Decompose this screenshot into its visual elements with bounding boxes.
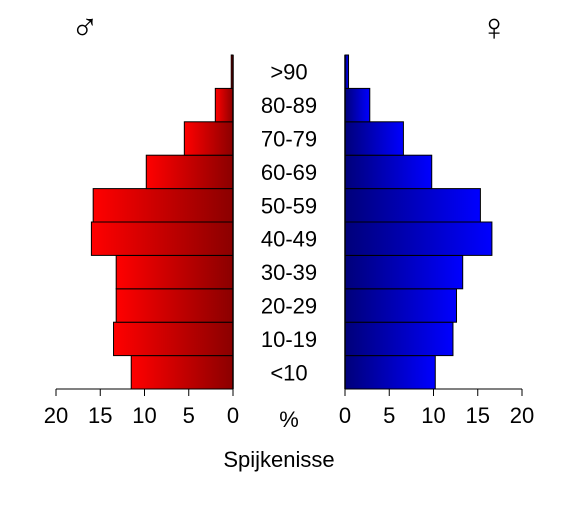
female-bar [344,221,493,256]
age-group-label: 60-69 [261,160,317,185]
age-group-label: 80-89 [261,93,317,118]
female-bar [344,154,433,190]
male-bar [130,355,234,390]
female-tick-label: 5 [383,403,395,428]
female-bar [344,87,371,123]
age-group-labels: <10 10-19 20-29 30-39 40-49 50-59 60-69 70-79 80… [261,60,317,386]
male-tick-label: 5 [183,403,195,428]
female-bar [344,121,404,156]
female-tick-label: 0 [339,403,351,428]
female-bar [344,288,458,323]
male-bar [115,254,234,290]
age-group-label: 70-79 [261,127,317,152]
male-bar [92,188,234,223]
female-bar [344,355,436,390]
male-bar [113,321,234,357]
male-tick-label: 15 [88,403,112,428]
male-symbol-icon: ♂ [71,7,100,49]
female-tick-label: 20 [510,403,534,428]
age-group-label: <10 [270,360,307,385]
age-group-label: 30-39 [261,260,317,285]
age-group-label: >90 [270,60,307,85]
male-x-axis: 20 15 10 5 0 [44,388,239,428]
age-group-label: 20-29 [261,294,317,319]
male-tick-label: 10 [132,403,156,428]
male-bar [214,87,234,123]
male-bars [90,54,234,390]
female-bars [344,54,493,390]
male-bar [145,154,234,190]
female-bar [344,254,464,290]
age-group-label: 50-59 [261,193,317,218]
age-group-label: 10-19 [261,327,317,352]
female-tick-label: 10 [421,403,445,428]
age-group-label: 40-49 [261,227,317,252]
male-tick-label: 20 [44,403,68,428]
percent-axis-label: % [279,407,299,432]
male-tick-label: 0 [227,403,239,428]
female-x-axis: 0 5 10 15 20 [339,388,534,428]
female-bar [344,321,454,357]
x-axis-title: Spijkenisse [223,447,334,472]
female-bar [344,188,481,223]
male-bar [90,221,234,256]
female-tick-label: 15 [466,403,490,428]
female-symbol-icon: ♀ [480,7,509,49]
male-bar [183,121,234,156]
male-bar [115,288,234,323]
